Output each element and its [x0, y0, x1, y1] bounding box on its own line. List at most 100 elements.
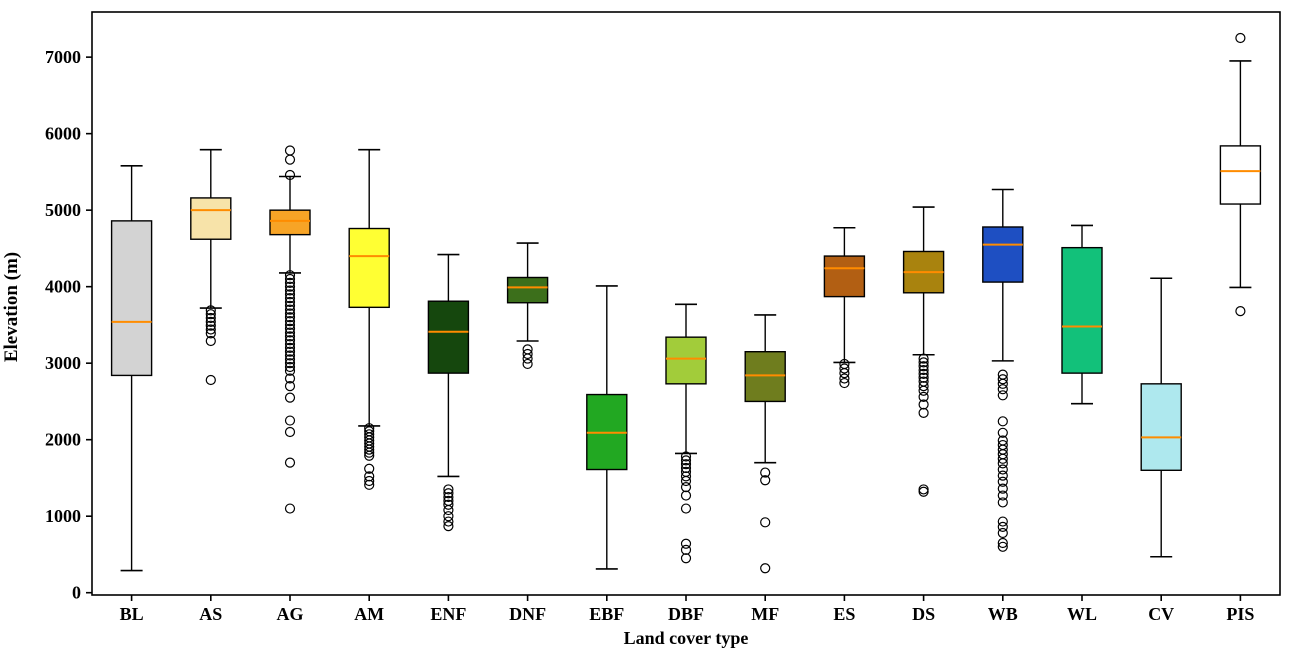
- y-tick-label: 4000: [45, 277, 81, 297]
- box-AG: [269, 209, 311, 236]
- outlier-AG: [284, 319, 296, 331]
- outlier-AG: [284, 331, 296, 342]
- outlier-DBF: [680, 482, 692, 493]
- outlier-AG: [284, 289, 296, 300]
- outlier-DBF: [680, 475, 692, 487]
- outlier-DS: [918, 381, 929, 392]
- outlier-WB: [997, 384, 1008, 395]
- outlier-WB: [997, 516, 1008, 527]
- outlier-DBF: [680, 490, 692, 501]
- outlier-ES: [839, 368, 850, 379]
- outlier-DBF: [680, 503, 692, 514]
- outlier-WB: [997, 464, 1008, 475]
- outlier-DNF: [522, 353, 533, 364]
- box-AS: [190, 197, 232, 240]
- outlier-AM: [364, 450, 375, 461]
- outlier-DS: [918, 407, 929, 419]
- y-tick-label: 0: [72, 583, 81, 603]
- outlier-ES: [839, 373, 850, 384]
- outlier-WB: [997, 390, 1008, 401]
- outlier-AM: [364, 475, 375, 487]
- box-PIS: [1219, 145, 1262, 205]
- outlier-DBF: [680, 459, 692, 470]
- outlier-AG: [284, 354, 296, 365]
- outlier-WB: [997, 416, 1008, 427]
- outlier-AG: [284, 381, 296, 392]
- outlier-DBF: [680, 451, 692, 462]
- y-axis-title: Elevation (m): [1, 251, 22, 363]
- outlier-WB: [997, 374, 1008, 385]
- outlier-DS: [918, 353, 929, 364]
- outlier-AS: [205, 309, 216, 320]
- outlier-AM: [364, 447, 375, 458]
- outlier-WB: [997, 527, 1008, 539]
- x-category-label-ES: ES: [833, 604, 855, 624]
- outlier-AG: [284, 315, 296, 327]
- outlier-AG: [284, 308, 296, 319]
- outlier-AG: [284, 323, 296, 334]
- outlier-AG: [284, 145, 296, 156]
- box-WL: [1061, 246, 1103, 374]
- x-category-label-BL: BL: [120, 604, 144, 624]
- outlier-AM: [364, 479, 375, 490]
- outlier-ENF: [443, 511, 454, 522]
- outlier-DBF: [680, 544, 692, 555]
- outlier-DS: [918, 391, 929, 402]
- outlier-MF: [760, 517, 771, 528]
- outlier-WB: [997, 470, 1008, 481]
- x-category-label-AM: AM: [354, 604, 384, 624]
- outlier-WB: [997, 378, 1008, 389]
- box-MF: [744, 351, 786, 403]
- outlier-ENF: [443, 521, 454, 532]
- outlier-MF: [760, 475, 771, 486]
- outlier-AG: [284, 285, 296, 296]
- box-ENF: [427, 300, 470, 374]
- outlier-AM: [364, 463, 375, 474]
- x-category-label-WL: WL: [1067, 604, 1097, 624]
- x-category-label-DS: DS: [912, 604, 935, 624]
- outlier-DBF: [680, 455, 692, 466]
- outlier-WB: [997, 541, 1008, 552]
- outlier-AS: [205, 305, 216, 316]
- outlier-PIS: [1235, 306, 1246, 317]
- outlier-AG: [284, 154, 296, 165]
- outlier-DBF: [680, 471, 692, 482]
- outlier-PIS: [1235, 32, 1246, 44]
- y-tick-label: 2000: [45, 430, 81, 450]
- outlier-DBF: [680, 538, 692, 549]
- outlier-AG: [284, 361, 296, 373]
- outlier-AG: [284, 373, 296, 384]
- outlier-ENF: [443, 491, 454, 503]
- outlier-WB: [997, 521, 1008, 533]
- outlier-ENF: [443, 484, 454, 495]
- outlier-AG: [284, 304, 296, 315]
- outlier-DS: [918, 364, 929, 376]
- outlier-DS: [918, 385, 929, 396]
- outlier-AS: [205, 374, 216, 386]
- x-category-label-ENF: ENF: [430, 604, 466, 624]
- outlier-WB: [997, 483, 1008, 494]
- outlier-AS: [205, 324, 216, 335]
- outlier-AS: [205, 312, 216, 324]
- outlier-ENF: [443, 488, 454, 499]
- outlier-WB: [997, 537, 1008, 549]
- outlier-AG: [284, 281, 296, 292]
- outlier-DBF: [680, 553, 692, 564]
- x-category-label-MF: MF: [751, 604, 779, 624]
- outlier-AG: [284, 293, 296, 304]
- outlier-DS: [918, 368, 929, 379]
- outlier-WB: [997, 453, 1008, 464]
- box-DNF: [506, 276, 549, 304]
- outlier-AG: [284, 169, 296, 181]
- outlier-AG: [284, 312, 296, 323]
- box-CV: [1140, 383, 1182, 471]
- outlier-AG: [284, 270, 296, 281]
- x-category-label-CV: CV: [1148, 604, 1174, 624]
- outlier-DNF: [522, 348, 533, 360]
- box-BL: [110, 220, 153, 377]
- outlier-AG: [284, 503, 296, 514]
- box-DBF: [665, 336, 707, 385]
- outlier-WB: [997, 458, 1008, 469]
